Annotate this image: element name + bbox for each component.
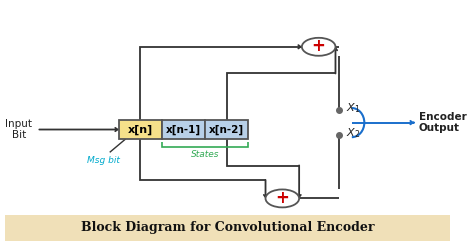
FancyBboxPatch shape bbox=[162, 120, 205, 139]
Circle shape bbox=[302, 38, 336, 56]
Text: x[n-1]: x[n-1] bbox=[166, 124, 201, 135]
FancyBboxPatch shape bbox=[205, 120, 248, 139]
Text: Block Diagram for Convolutional Encoder: Block Diagram for Convolutional Encoder bbox=[81, 221, 374, 234]
Circle shape bbox=[265, 189, 299, 207]
Text: $X_1$: $X_1$ bbox=[346, 101, 360, 115]
Text: Bit: Bit bbox=[12, 130, 26, 140]
FancyBboxPatch shape bbox=[5, 215, 450, 241]
Text: $X_2$: $X_2$ bbox=[346, 126, 360, 140]
FancyBboxPatch shape bbox=[119, 120, 162, 139]
Text: x[n]: x[n] bbox=[128, 124, 153, 135]
Text: Input: Input bbox=[5, 119, 32, 129]
Text: Output: Output bbox=[419, 123, 460, 133]
Text: +: + bbox=[275, 189, 289, 207]
Text: x[n-2]: x[n-2] bbox=[209, 124, 244, 135]
Text: States: States bbox=[191, 150, 219, 159]
Text: +: + bbox=[312, 37, 326, 55]
Text: Msg bit: Msg bit bbox=[87, 156, 120, 165]
Text: Encoder: Encoder bbox=[419, 112, 466, 122]
